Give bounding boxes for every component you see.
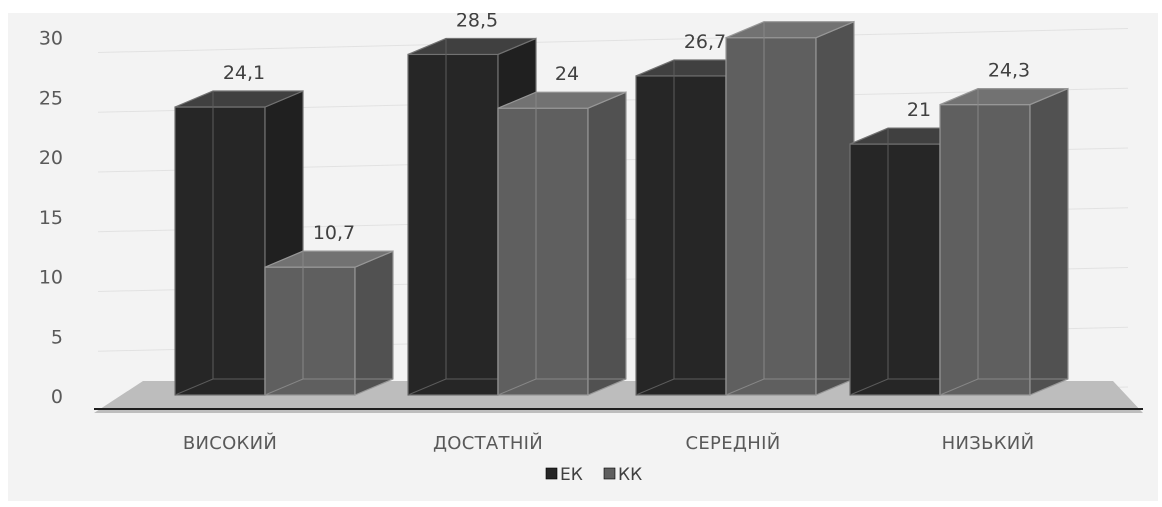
category-label: СЕРЕДНІЙ <box>686 432 781 454</box>
y-tick-label: 0 <box>51 386 63 408</box>
data-label: 28,5 <box>456 13 498 31</box>
bar-top <box>407 37 537 56</box>
data-label: 29,9 <box>774 13 816 15</box>
bar-front <box>635 75 727 396</box>
bar-edge <box>497 378 537 396</box>
bar-edge <box>725 378 765 396</box>
data-label: 24 <box>555 63 579 85</box>
bar-kk <box>725 20 855 396</box>
bar-top <box>264 250 394 268</box>
bar-side <box>354 250 394 396</box>
bar-side <box>815 20 855 396</box>
y-tick-label: 25 <box>39 87 63 109</box>
bar-top <box>939 88 1069 106</box>
data-label: 24,1 <box>223 62 265 84</box>
bar-edge <box>849 378 889 396</box>
category-label: НИЗЬКИЙ <box>942 432 1035 454</box>
y-tick-label: 15 <box>39 207 63 229</box>
y-tick-label: 20 <box>39 147 63 169</box>
bar-front <box>174 106 266 396</box>
bar-edge <box>174 378 214 396</box>
bar-edge <box>264 378 304 396</box>
legend-label: КК <box>618 465 642 485</box>
category-label: ДОСТАТНІЙ <box>433 432 543 454</box>
bar-front <box>264 266 356 396</box>
y-tick-label: 10 <box>39 267 63 289</box>
bar-kk <box>497 91 627 396</box>
legend-label: ЕК <box>560 465 583 485</box>
bar-front <box>407 53 499 396</box>
bar-side <box>587 91 627 396</box>
data-labels: 24,1 10,7 28,5 24 26,7 29,9 21 24,3 <box>223 13 1030 244</box>
bar-edge <box>407 378 447 396</box>
legend: ЕК КК <box>545 465 642 485</box>
y-axis-ticks: 0 5 10 15 20 25 30 <box>39 28 63 409</box>
data-label: 26,7 <box>684 31 726 53</box>
bar-top <box>174 90 304 108</box>
bars <box>174 20 1069 396</box>
legend-swatch <box>603 467 616 480</box>
category-label: ВИСОКИЙ <box>183 432 277 454</box>
bar-top <box>725 21 855 39</box>
bar-top <box>497 91 627 109</box>
data-label: 10,7 <box>313 222 355 244</box>
y-tick-label: 5 <box>51 326 63 348</box>
bar-ek <box>174 90 304 396</box>
y-tick-label: 30 <box>39 28 63 50</box>
bar-kk <box>939 87 1069 396</box>
bar-front <box>725 37 817 396</box>
bar-edge <box>939 378 979 396</box>
bar-edge <box>635 378 675 396</box>
bar-front <box>497 107 589 396</box>
bar-side <box>1029 87 1069 396</box>
bar-front <box>849 143 941 396</box>
category-labels: ВИСОКИЙ ДОСТАТНІЙ СЕРЕДНІЙ НИЗЬКИЙ <box>183 432 1035 454</box>
data-label: 21 <box>907 99 931 121</box>
bar-front <box>939 104 1031 396</box>
gridline <box>97 28 1129 53</box>
bar-kk <box>264 250 394 396</box>
legend-swatch <box>545 467 558 480</box>
data-label: 24,3 <box>988 60 1030 82</box>
